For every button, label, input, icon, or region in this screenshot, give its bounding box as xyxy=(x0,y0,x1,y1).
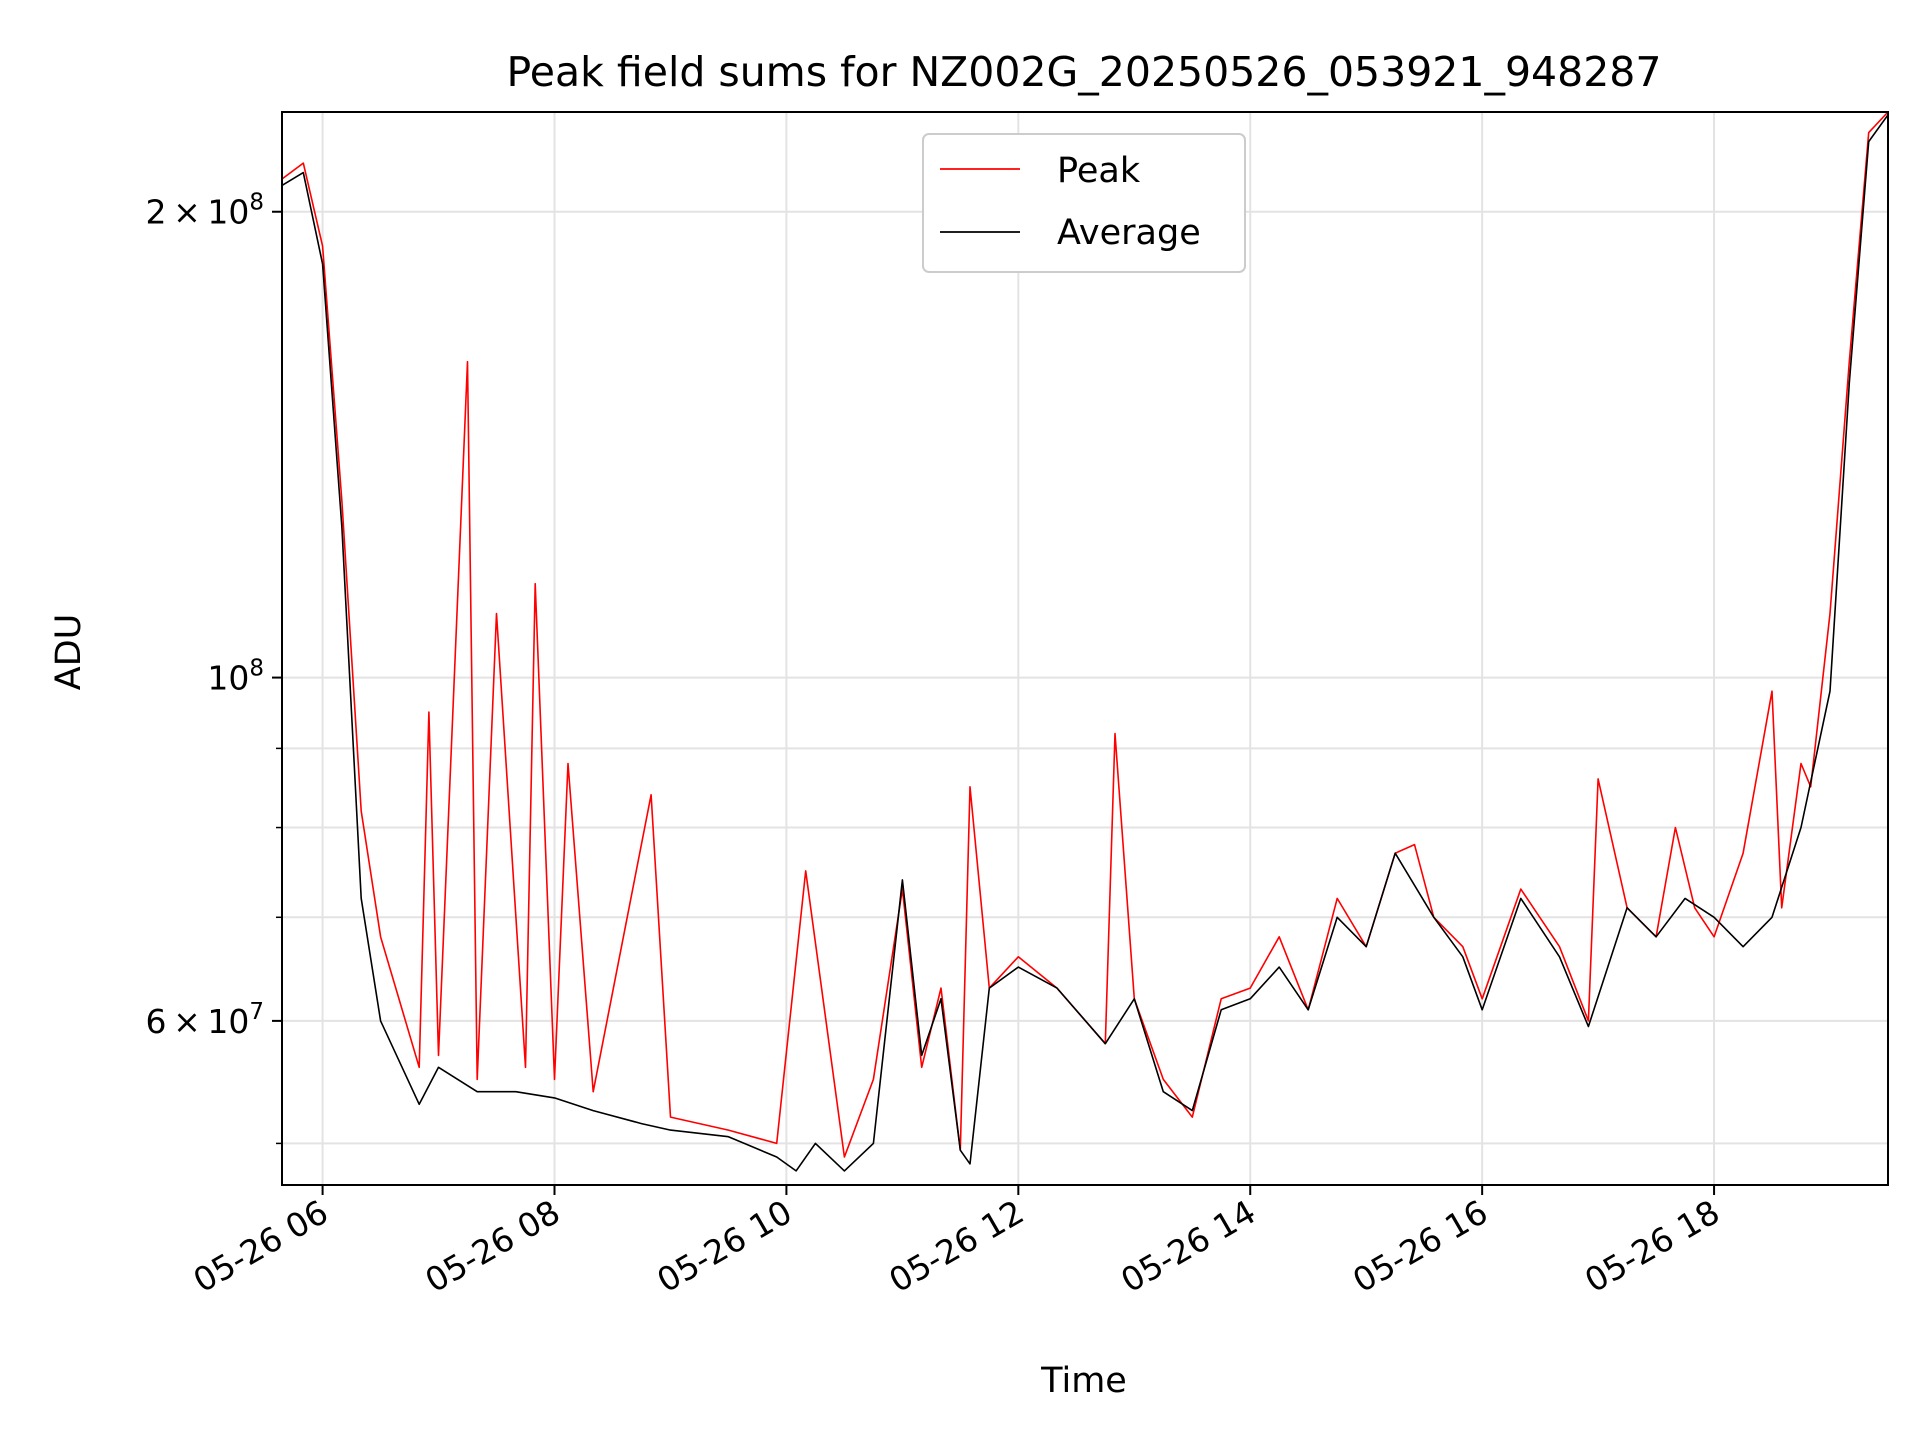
y-tick-label: 2 × 108 xyxy=(146,190,264,232)
legend: Peak Average xyxy=(922,133,1246,273)
y-tick-label: 108 xyxy=(207,656,264,698)
x-axis-label: Time xyxy=(1040,1361,1127,1401)
plot-frame xyxy=(281,111,1889,1186)
legend-label-peak: Peak xyxy=(1057,151,1141,191)
y-axis-label: ADU xyxy=(49,614,89,691)
series-line-average xyxy=(282,114,1888,1172)
legend-label-average: Average xyxy=(1057,213,1201,253)
chart-title: Peak field sums for NZ002G_20250526_0539… xyxy=(507,48,1662,96)
series-layer xyxy=(282,112,1888,1172)
y-tick-label: 6 × 107 xyxy=(146,999,264,1041)
series-line-peak xyxy=(282,112,1888,1158)
